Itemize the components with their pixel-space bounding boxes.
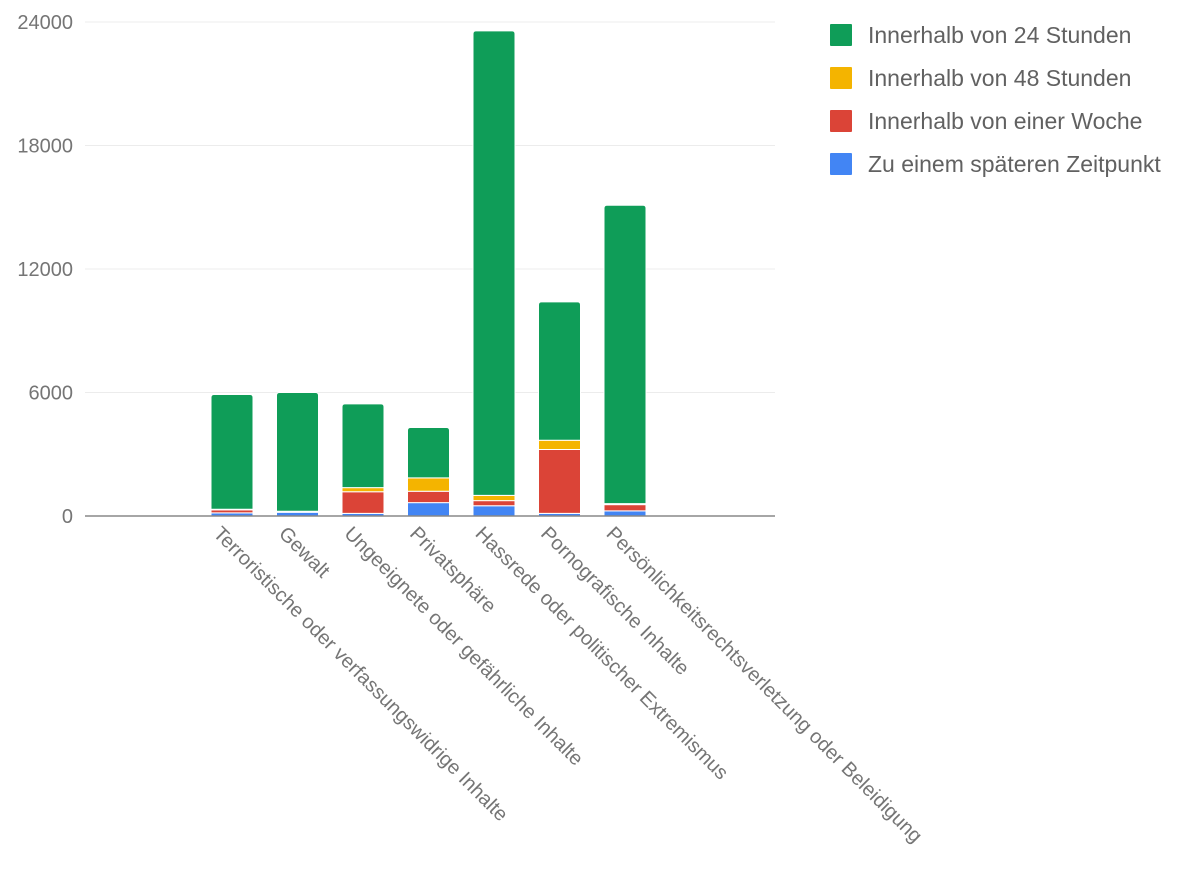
x-category-label: Hassrede oder politischer Extremismus — [471, 523, 733, 785]
bar-segment — [539, 302, 581, 440]
x-category-label: Persönlichkeitsrechtsverletzung oder Bel… — [602, 523, 927, 848]
bars — [211, 31, 646, 516]
bar-segment — [408, 503, 450, 516]
legend-label: Innerhalb von 48 Stunden — [868, 65, 1131, 91]
bar-segment — [408, 427, 450, 477]
bar-segment — [604, 511, 646, 516]
bar-segment — [539, 450, 581, 514]
legend-swatch — [830, 24, 852, 46]
legend-swatch — [830, 153, 852, 175]
y-tick-label: 6000 — [29, 383, 74, 405]
bar-segment — [604, 205, 646, 503]
y-tick-label: 0 — [62, 506, 73, 528]
gridlines — [85, 22, 775, 393]
bar-segment — [604, 505, 646, 511]
bar-segment — [473, 495, 515, 500]
legend-label: Innerhalb von 24 Stunden — [868, 22, 1131, 48]
bar-segment — [342, 404, 384, 488]
bar-segment — [473, 31, 515, 496]
x-axis-labels: Terroristische oder verfassungswidrige I… — [209, 523, 927, 848]
bar-segment — [211, 395, 253, 510]
x-category-label: Ungeeignete oder gefährliche Inhalte — [340, 523, 588, 771]
bar-segment — [408, 491, 450, 502]
y-tick-label: 24000 — [17, 12, 73, 34]
bar-segment — [539, 440, 581, 449]
y-tick-label: 18000 — [17, 136, 73, 158]
x-category-label: Gewalt — [274, 523, 334, 583]
legend-swatch — [830, 67, 852, 89]
legend: Innerhalb von 24 Stunden Innerhalb von 48… — [830, 22, 1161, 177]
bar-segment — [277, 393, 319, 512]
bar-segment — [342, 488, 384, 492]
y-axis-ticks: 0 6000 12000 18000 24000 — [17, 12, 73, 528]
legend-label: Innerhalb von einer Woche — [868, 108, 1142, 134]
bar-segment — [473, 501, 515, 506]
legend-label: Zu einem späteren Zeitpunkt — [868, 151, 1161, 177]
bar-segment — [342, 492, 384, 514]
bar-segment — [473, 506, 515, 516]
legend-swatch — [830, 110, 852, 132]
y-tick-label: 12000 — [17, 259, 73, 281]
bar-segment — [408, 478, 450, 491]
